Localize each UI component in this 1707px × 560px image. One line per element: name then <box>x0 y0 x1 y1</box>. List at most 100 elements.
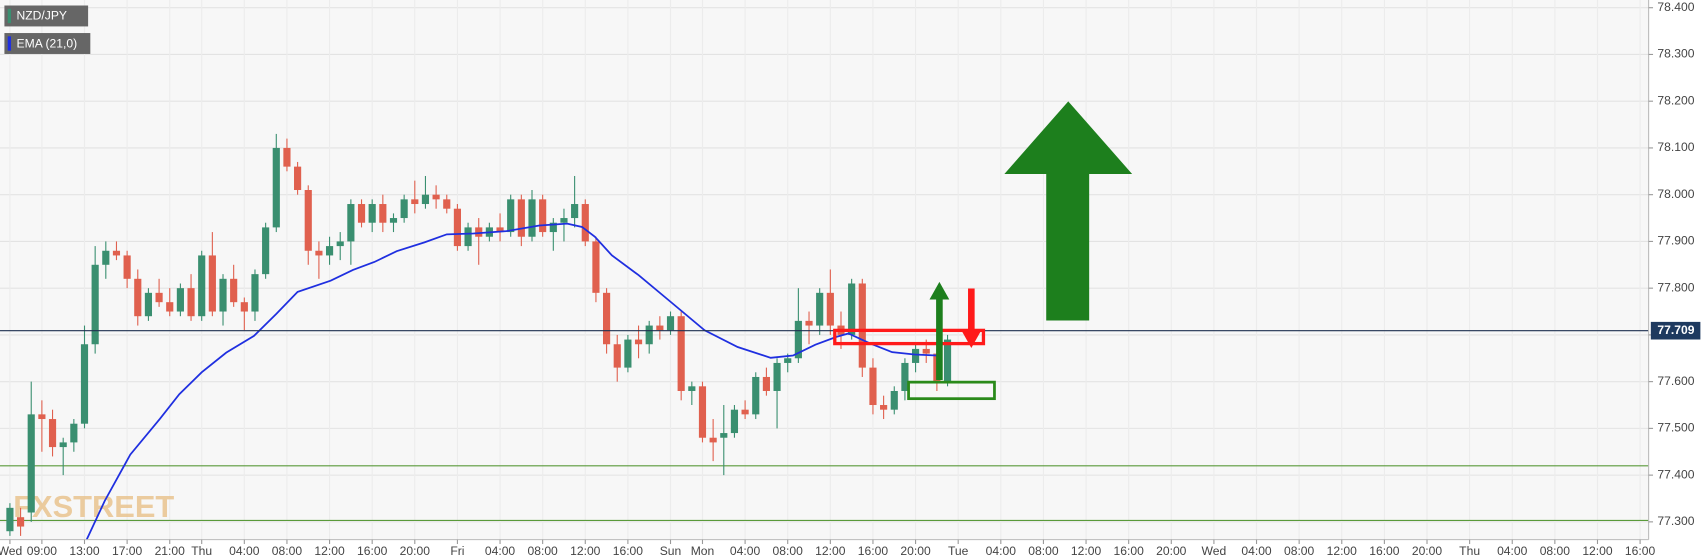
x-tick-label: 16:00 <box>1114 544 1145 558</box>
candle-body <box>27 414 35 513</box>
candle-body <box>922 348 930 354</box>
candle-body <box>901 362 909 391</box>
candle-body <box>666 316 675 331</box>
x-tick-label: 08:00 <box>1028 544 1059 558</box>
x-tick-label: 08:00 <box>1540 544 1571 558</box>
candle-body <box>581 204 589 242</box>
candle-body <box>347 204 355 242</box>
candle-body <box>411 199 419 205</box>
candle-body <box>560 218 568 223</box>
candle-body <box>943 339 952 382</box>
x-tick-label: 16:00 <box>357 544 388 558</box>
candle-body <box>368 204 376 223</box>
candle-body <box>198 255 206 317</box>
candle-body <box>453 208 461 247</box>
candle-body <box>112 250 121 256</box>
candle-body <box>773 362 781 391</box>
x-tick-label: Fri <box>450 544 464 558</box>
legend-symbol: NZD/JPY <box>17 9 67 23</box>
candle-body <box>443 199 451 209</box>
x-tick-label: 12:00 <box>570 544 601 558</box>
x-tick-label: Sun <box>660 544 682 558</box>
x-tick-label: 04:00 <box>1241 544 1272 558</box>
candle-body <box>315 250 323 256</box>
y-tick-label: 78.400 <box>1657 0 1694 14</box>
candle-body <box>890 390 898 410</box>
candle-body <box>709 437 717 443</box>
x-tick-label: 20:00 <box>900 544 931 558</box>
support-box <box>907 380 996 401</box>
candle-body <box>219 278 227 312</box>
ema-line <box>85 222 937 540</box>
candle-body <box>613 344 621 368</box>
resistance-box <box>833 328 986 346</box>
x-tick-label: 20:00 <box>1412 544 1443 558</box>
candle-body <box>571 204 579 219</box>
legend-swatch <box>7 8 12 24</box>
candle-body <box>421 194 430 205</box>
candle-body <box>826 292 834 326</box>
x-tick-label: Thu <box>191 544 212 558</box>
candle-body <box>634 339 643 345</box>
candle-body <box>603 292 611 345</box>
candle-body <box>48 419 57 448</box>
candle-body <box>6 507 14 532</box>
small-up-arrow <box>929 281 950 380</box>
x-tick-label: 16:00 <box>858 544 889 558</box>
marks <box>0 133 1649 540</box>
candle-body <box>677 316 685 391</box>
candle-body <box>155 292 163 303</box>
candle-body <box>784 358 792 363</box>
candle-body <box>389 218 398 223</box>
legend-swatch <box>7 36 12 51</box>
candle-body <box>251 274 259 312</box>
candle-body <box>230 278 238 303</box>
candle-body <box>134 278 142 317</box>
candle-body <box>752 376 760 415</box>
x-tick-label: 12:00 <box>1582 544 1613 558</box>
big-up-arrow <box>1004 101 1133 321</box>
candle-body <box>272 147 280 228</box>
legend: NZD/JPY EMA (21,0) <box>4 5 91 54</box>
x-tick-label: Wed <box>0 544 22 558</box>
x-tick-label: 08:00 <box>528 544 559 558</box>
x-tick-label: 08:00 <box>1284 544 1315 558</box>
candle-body <box>720 433 728 438</box>
x-tick-label: Tue <box>948 544 969 558</box>
x-tick-label: 08:00 <box>773 544 804 558</box>
candle-body <box>475 227 483 237</box>
candle-body <box>592 241 600 293</box>
y-tick-label: 77.600 <box>1657 374 1694 388</box>
candle-body <box>59 442 67 448</box>
x-tick-label: 04:00 <box>485 544 516 558</box>
x-tick-label: 08:00 <box>272 544 303 558</box>
small-down-arrow <box>961 288 982 349</box>
candle-body <box>325 246 334 256</box>
candle-body <box>400 199 408 219</box>
y-tick-label: 78.100 <box>1657 140 1694 154</box>
candle-body <box>240 302 248 312</box>
candle-body <box>102 250 110 265</box>
candle-body <box>880 405 888 410</box>
candle-body <box>816 292 824 326</box>
y-tick-label: 78.000 <box>1657 187 1694 201</box>
candle-body <box>283 147 291 167</box>
candle-body <box>517 199 525 237</box>
candle-body <box>794 320 802 359</box>
candle-body <box>294 166 302 191</box>
candle-body <box>869 367 877 406</box>
candle-body <box>176 288 184 312</box>
y-tick-label: 77.900 <box>1657 234 1694 248</box>
candle-body <box>730 409 739 434</box>
legend-box <box>4 5 89 27</box>
candle-body <box>645 325 653 345</box>
last-price-box <box>1650 321 1701 340</box>
y-tick-label: 78.200 <box>1657 93 1694 107</box>
x-tick-label: 16:00 <box>613 544 644 558</box>
candle-body <box>496 227 504 233</box>
candle-body <box>357 204 366 223</box>
candle-body <box>464 227 472 247</box>
x-tick-label: 16:00 <box>1625 544 1656 558</box>
x-tick-label: 13:00 <box>69 544 100 558</box>
